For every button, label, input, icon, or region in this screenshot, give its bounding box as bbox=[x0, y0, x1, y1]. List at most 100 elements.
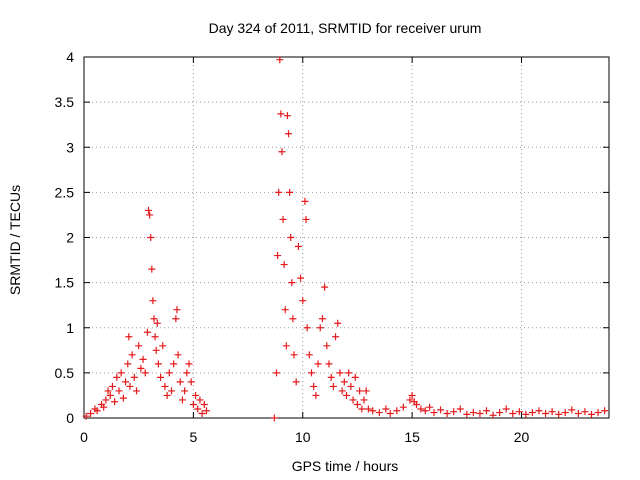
data-point bbox=[282, 342, 290, 350]
data-point bbox=[522, 410, 530, 418]
data-point bbox=[308, 369, 315, 377]
data-point bbox=[289, 315, 297, 323]
data-point bbox=[280, 261, 288, 269]
data-point bbox=[321, 283, 329, 291]
data-point bbox=[358, 405, 366, 413]
data-point bbox=[124, 360, 132, 368]
data-point bbox=[278, 148, 286, 156]
data-point bbox=[456, 405, 464, 413]
data-point bbox=[141, 369, 149, 377]
data-point bbox=[130, 373, 138, 381]
data-point bbox=[151, 333, 159, 341]
data-point bbox=[318, 315, 326, 323]
data-point bbox=[161, 382, 169, 390]
data-point bbox=[133, 387, 140, 395]
data-point bbox=[194, 405, 202, 413]
data-point bbox=[147, 234, 155, 241]
data-point bbox=[561, 409, 569, 417]
data-point bbox=[170, 360, 178, 368]
data-point bbox=[417, 405, 425, 413]
data-point bbox=[146, 211, 154, 219]
data-point bbox=[198, 409, 206, 417]
data-point bbox=[111, 398, 119, 406]
data-points bbox=[82, 56, 609, 422]
data-point bbox=[476, 409, 484, 417]
data-point bbox=[362, 387, 370, 395]
data-point bbox=[338, 387, 346, 395]
data-point bbox=[288, 279, 296, 287]
data-point bbox=[113, 373, 121, 381]
data-point bbox=[393, 407, 401, 415]
data-point bbox=[548, 408, 556, 416]
x-tick-label: 5 bbox=[189, 429, 197, 445]
data-point bbox=[349, 396, 357, 404]
data-point bbox=[165, 369, 173, 377]
data-point bbox=[122, 378, 130, 386]
data-point bbox=[601, 407, 609, 415]
data-point bbox=[126, 382, 134, 390]
data-point bbox=[200, 400, 208, 408]
y-axis-label: SRMTID / TECUs bbox=[7, 185, 23, 295]
data-point bbox=[143, 328, 151, 336]
data-point bbox=[178, 396, 186, 404]
data-point bbox=[305, 351, 313, 359]
y-tick-label: 2 bbox=[66, 230, 74, 246]
data-point bbox=[496, 409, 504, 417]
y-tick-label: 2.5 bbox=[55, 184, 75, 200]
data-point bbox=[276, 56, 284, 64]
data-point bbox=[535, 407, 543, 415]
data-point bbox=[489, 411, 497, 419]
x-tick-label: 10 bbox=[295, 429, 311, 445]
data-point bbox=[303, 324, 311, 332]
data-point bbox=[119, 394, 127, 402]
data-point bbox=[292, 378, 300, 386]
data-point bbox=[203, 407, 210, 415]
data-point bbox=[159, 342, 167, 350]
data-point bbox=[277, 110, 285, 118]
y-tick-labels: 0 0.5 1 1.5 2 2.5 3 3.5 4 bbox=[55, 49, 75, 426]
data-point bbox=[316, 324, 324, 332]
y-tick-label: 0 bbox=[66, 410, 74, 426]
y-tick-label: 1.5 bbox=[55, 275, 75, 291]
data-point bbox=[286, 188, 294, 196]
data-point bbox=[430, 409, 438, 417]
data-point bbox=[102, 396, 110, 404]
data-point bbox=[82, 412, 90, 420]
data-point bbox=[279, 215, 287, 223]
data-point bbox=[426, 403, 434, 411]
x-axis-label: GPS time / hours bbox=[292, 458, 399, 474]
data-point bbox=[574, 409, 582, 417]
data-point bbox=[345, 369, 353, 377]
data-point bbox=[150, 315, 158, 323]
data-point bbox=[334, 319, 342, 327]
data-point bbox=[443, 409, 451, 417]
y-tick-label: 4 bbox=[66, 49, 74, 65]
data-point bbox=[153, 319, 161, 327]
data-point bbox=[125, 333, 133, 341]
data-point bbox=[163, 391, 171, 399]
data-point bbox=[408, 391, 416, 399]
data-point bbox=[302, 215, 310, 223]
data-point bbox=[369, 407, 377, 415]
data-point bbox=[87, 409, 95, 417]
data-point bbox=[173, 306, 181, 314]
data-point bbox=[117, 369, 125, 377]
data-point bbox=[137, 364, 145, 372]
data-point bbox=[187, 378, 195, 386]
data-point bbox=[542, 409, 550, 417]
data-point bbox=[588, 410, 595, 418]
chart-title: Day 324 of 2011, SRMTID for receiver uru… bbox=[209, 20, 482, 36]
grid-lines bbox=[84, 57, 609, 418]
data-point bbox=[413, 400, 420, 408]
data-point bbox=[364, 405, 372, 413]
data-point bbox=[312, 391, 320, 399]
data-point bbox=[275, 188, 283, 196]
data-point bbox=[314, 360, 322, 368]
data-point bbox=[406, 396, 414, 404]
data-point bbox=[310, 382, 318, 390]
data-point bbox=[270, 414, 278, 422]
data-point bbox=[297, 274, 305, 282]
data-point bbox=[323, 342, 331, 350]
